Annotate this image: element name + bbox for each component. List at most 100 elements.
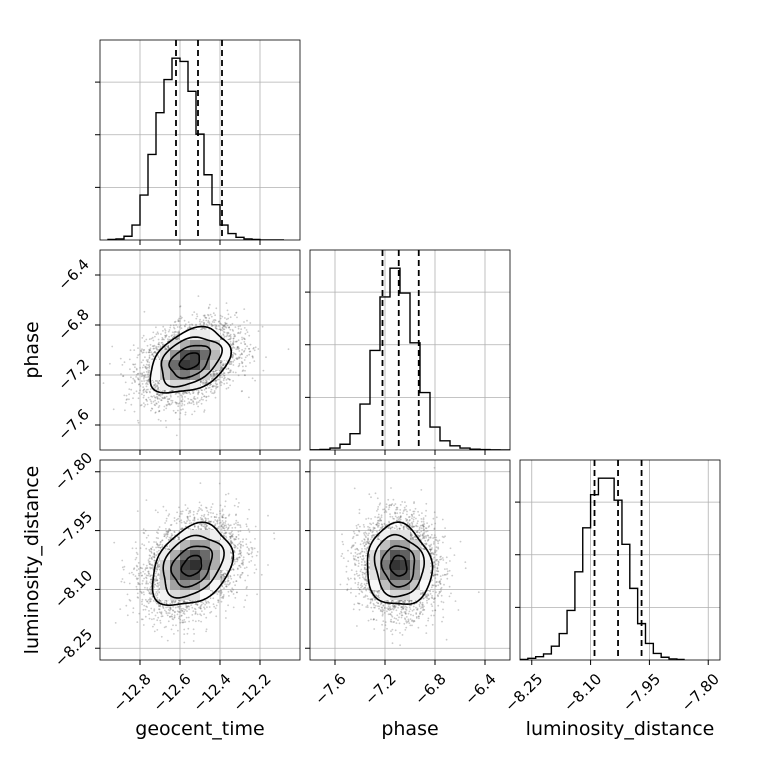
scatter-point [144,366,147,369]
scatter-point [125,394,128,397]
scatter-point [188,620,191,623]
scatter-point [167,330,170,333]
scatter-point [203,409,206,412]
scatter-point [147,379,150,382]
scatter-point [230,557,233,560]
scatter-point [178,418,181,421]
scatter-point [154,385,157,388]
scatter-point [154,351,157,353]
scatter-point [239,325,242,327]
scatter-point [227,386,230,389]
scatter-point [206,324,209,327]
scatter-point [202,314,205,317]
histogram-panel-phase [305,249,511,455]
scatter-point [146,383,149,386]
scatter-point [128,358,131,361]
scatter-point [188,391,191,393]
scatter-point [141,351,144,354]
scatter-point [231,328,234,331]
contour-line [149,325,233,394]
scatter-point [226,580,229,583]
scatter-point [183,319,186,322]
density-cell [190,350,200,360]
scatter-point [251,355,254,358]
scatter-point [164,334,166,337]
scatter-point [184,522,187,525]
scatter-point [228,338,231,341]
scatter-point [135,564,138,567]
tick-label-y: −7.2 [54,355,92,393]
scatter-point [161,546,164,548]
scatter-point [229,324,232,326]
scatter-point [178,337,181,340]
scatter-point [223,374,225,377]
scatter-point [222,373,224,376]
scatter-point [179,315,182,318]
scatter-point [205,328,207,330]
scatter-point [200,381,203,384]
scatter-point [244,343,246,345]
scatter-point [151,408,154,410]
contours [149,325,233,394]
scatter-point [210,323,213,326]
scatter-point [203,513,206,516]
scatter-point [220,576,223,579]
scatter-point [212,392,215,395]
scatter-point [228,334,231,337]
scatter-point [220,359,223,362]
scatter-point [183,324,186,327]
scatter-point [202,321,205,324]
scatter-point [148,351,151,354]
histogram-bin [653,653,661,660]
scatter-point [238,362,241,365]
scatter-point [196,397,199,399]
scatter-point [155,402,158,405]
scatter-point [232,588,235,591]
scatter-point [195,403,198,405]
scatter-point [123,394,126,397]
scatter-point [150,583,153,585]
scatter-point [224,322,227,325]
scatter-point [140,375,143,378]
scatter-point [168,402,171,405]
scatter-point [211,375,214,378]
scatter-point [227,331,230,334]
scatter-point [163,338,165,341]
scatter-point [147,559,150,561]
scatter-point [189,323,191,326]
scatter-point [202,327,204,330]
scatter-point [212,385,215,388]
scatter-point [197,405,200,408]
scatter-point [201,393,204,396]
scatter-point [214,519,217,521]
scatter-point [132,397,134,400]
scatter-point [233,352,236,355]
scatter-point [219,362,222,364]
scatter-point [161,393,163,396]
scatter-point [229,371,232,373]
histogram-panel-geocent_time [95,39,301,245]
scatter-point [177,320,180,322]
scatter-point [225,379,228,381]
scatter-point [229,369,232,372]
scatter-point [154,351,157,354]
scatter-point [156,380,159,382]
scatter-point [165,407,168,410]
scatter-point [214,327,217,330]
scatter-point [142,364,145,367]
scatter-point [242,365,244,368]
scatter-point [209,611,212,614]
scatter-point [151,345,154,347]
scatter-point [188,325,191,328]
scatter-point [215,325,218,328]
scatter-point [213,370,216,373]
scatter-point [128,388,131,390]
scatter-point [180,327,183,330]
scatter-point [236,346,239,348]
scatter-point [148,371,151,373]
scatter-point [152,400,155,403]
scatter-point [220,368,222,371]
scatter-point [234,597,237,599]
scatter-point [161,336,164,339]
scatter-point [155,345,158,348]
